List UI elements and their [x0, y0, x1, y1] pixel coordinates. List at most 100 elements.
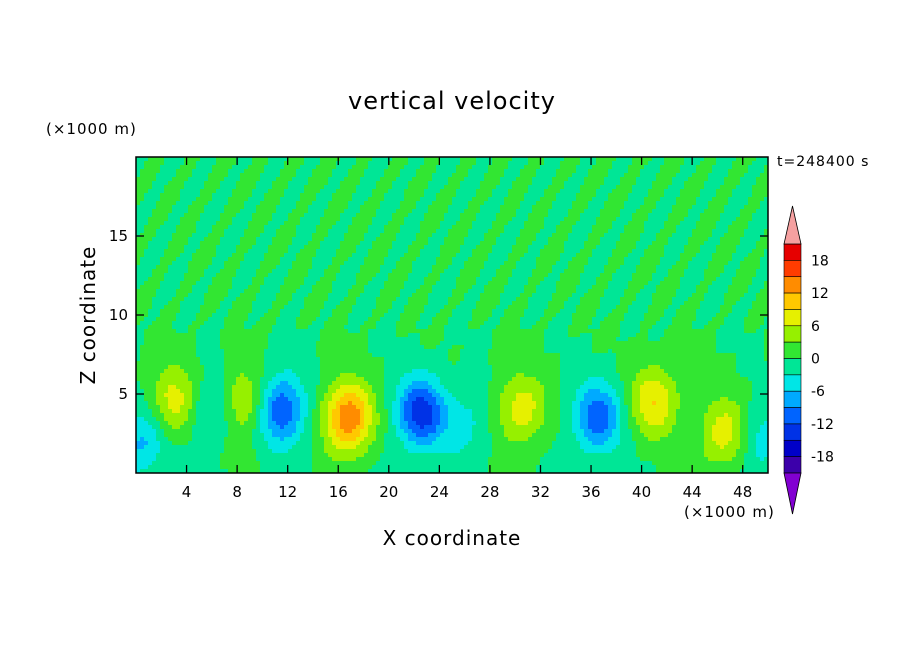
contour-cell: [744, 273, 749, 278]
contour-cell: [668, 249, 673, 254]
contour-cell: [672, 253, 677, 258]
contour-cell: [508, 161, 513, 166]
contour-cell: [452, 213, 457, 218]
contour-cell: [620, 253, 625, 258]
contour-cell: [744, 157, 749, 162]
contour-cell: [752, 177, 757, 182]
contour-cell: [288, 237, 293, 242]
contour-cell: [312, 229, 317, 234]
contour-cell: [756, 181, 761, 186]
contour-cell: [148, 205, 153, 210]
contour-cell: [580, 201, 585, 206]
contour-cell: [588, 253, 593, 258]
contour-cell: [484, 173, 489, 178]
contour-cell: [368, 253, 373, 258]
contour-cell: [152, 209, 157, 214]
contour-cell: [544, 181, 549, 186]
contour-cell: [152, 273, 157, 278]
contour-cell: [544, 249, 549, 254]
contour-cell: [136, 157, 141, 162]
contour-cell: [460, 161, 465, 166]
contour-cell: [356, 249, 361, 254]
contour-cell: [272, 253, 277, 258]
contour-cell: [736, 205, 741, 210]
contour-cell: [492, 237, 497, 242]
contour-cell: [376, 217, 381, 222]
contour-cell: [568, 213, 573, 218]
contour-cell: [660, 157, 665, 162]
contour-cell: [448, 157, 453, 162]
contour-cell: [708, 257, 713, 262]
contour-cell: [264, 237, 269, 242]
contour-cell: [544, 185, 549, 190]
contour-cell: [304, 265, 309, 270]
contour-cell: [236, 229, 241, 234]
contour-cell: [360, 245, 365, 250]
contour-cell: [136, 221, 141, 226]
contour-cell: [448, 237, 453, 242]
contour-cell: [760, 157, 765, 162]
contour-cell: [400, 173, 405, 178]
contour-cell: [648, 225, 653, 230]
contour-cell: [252, 273, 257, 278]
contour-cell: [244, 157, 249, 162]
contour-cell: [576, 161, 581, 166]
contour-cell: [300, 273, 305, 278]
contour-cell: [344, 197, 349, 202]
contour-cell: [688, 169, 693, 174]
contour-cell: [188, 177, 193, 182]
contour-cell: [480, 269, 485, 274]
contour-cell: [440, 185, 445, 190]
contour-cell: [672, 189, 677, 194]
contour-cell: [628, 253, 633, 258]
contour-cell: [704, 253, 709, 258]
contour-cell: [616, 265, 621, 270]
contour-cell: [280, 237, 285, 242]
contour-cell: [256, 269, 261, 274]
contour-cell: [636, 257, 641, 262]
contour-cell: [436, 217, 441, 222]
contour-cell: [168, 269, 173, 274]
contour-cell: [740, 201, 745, 206]
contour-cell: [464, 257, 469, 262]
contour-cell: [348, 165, 353, 170]
contour-cell: [660, 169, 665, 174]
contour-cell: [252, 189, 257, 194]
contour-cell: [620, 177, 625, 182]
contour-cell: [668, 233, 673, 238]
contour-cell: [724, 221, 729, 226]
contour-cell: [144, 237, 149, 242]
contour-cell: [252, 181, 257, 186]
contour-cell: [372, 169, 377, 174]
contour-cell: [716, 241, 721, 246]
contour-cell: [628, 181, 633, 186]
contour-cell: [520, 217, 525, 222]
contour-cell: [500, 201, 505, 206]
contour-cell: [200, 261, 205, 266]
contour-cell: [564, 245, 569, 250]
contour-cell: [284, 173, 289, 178]
contour-cell: [432, 233, 437, 238]
contour-cell: [636, 181, 641, 186]
contour-cell: [552, 185, 557, 190]
contour-cell: [468, 257, 473, 262]
contour-cell: [712, 169, 717, 174]
contour-cell: [568, 185, 573, 190]
contour-cell: [168, 181, 173, 186]
contour-cell: [764, 241, 768, 246]
contour-cell: [276, 177, 281, 182]
contour-cell: [488, 281, 493, 286]
contour-cell: [288, 173, 293, 178]
contour-cell: [444, 161, 449, 166]
contour-cell: [364, 181, 369, 186]
contour-cell: [612, 257, 617, 262]
contour-cell: [688, 165, 693, 170]
contour-cell: [368, 177, 373, 182]
contour-cell: [528, 193, 533, 198]
contour-cell: [272, 197, 277, 202]
contour-cell: [344, 253, 349, 258]
contour-cell: [320, 237, 325, 242]
contour-cell: [280, 273, 285, 278]
contour-cell: [228, 181, 233, 186]
contour-cell: [160, 213, 165, 218]
